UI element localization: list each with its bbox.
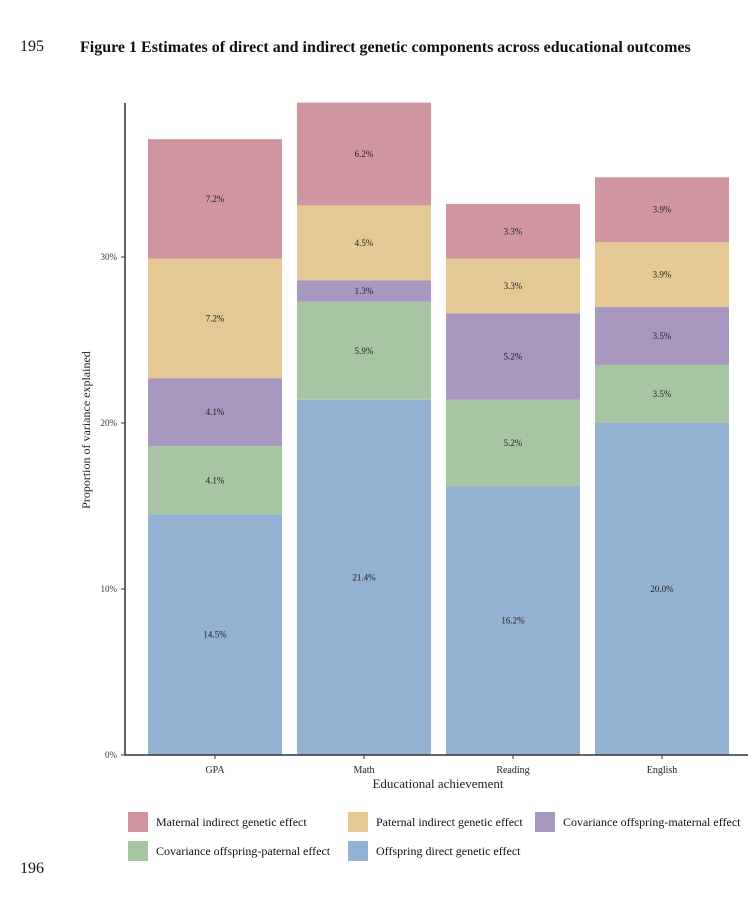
x-tick-label-math: Math [353, 765, 374, 776]
data-label-math-4: 6.2% [355, 149, 374, 159]
data-label-reading-1: 5.2% [504, 438, 523, 448]
data-label-reading-3: 3.3% [504, 281, 523, 291]
data-label-math-2: 1.3% [355, 286, 374, 296]
bar-segment-gpa-0 [148, 514, 282, 755]
legend-swatch-paternal [348, 812, 368, 832]
data-label-gpa-3: 7.2% [206, 313, 225, 323]
data-labels-layer: 14.5% 4.1% 4.1% 7.2% 7.2% 21.4% 5.9% 1.3% 4.5% 6.… [203, 149, 674, 640]
bar-segment-math-1 [297, 301, 431, 400]
legend-swatch-maternal [128, 812, 148, 832]
data-label-english-0: 20.0% [650, 584, 674, 594]
legend-swatch-cov-maternal [535, 812, 555, 832]
data-label-english-3: 3.9% [653, 269, 672, 279]
data-label-gpa-0: 14.5% [203, 630, 227, 640]
bar-segment-reading-1 [446, 399, 580, 487]
bar-segment-gpa-2 [148, 378, 282, 447]
legend-item-paternal: Paternal indirect genetic effect [348, 811, 535, 833]
bar-segment-math-3 [297, 205, 431, 281]
bar-segment-gpa-1 [148, 446, 282, 515]
y-axis-title: Proportion of variance explained [79, 351, 93, 509]
data-label-reading-4: 3.3% [504, 226, 523, 236]
bar-segment-english-0 [595, 423, 729, 755]
x-tick-label-reading: Reading [496, 765, 529, 776]
x-axis-title: Educational achievement [372, 776, 503, 791]
y-tick-label-0: 0% [105, 750, 118, 760]
legend-row-1: Maternal indirect genetic effect Paterna… [128, 811, 748, 833]
legend-label-cov-paternal: Covariance offspring-paternal effect [156, 843, 331, 858]
bar-segment-math-0 [297, 399, 431, 755]
data-label-gpa-1: 4.1% [206, 475, 225, 485]
legend-item-maternal: Maternal indirect genetic effect [128, 811, 348, 833]
legend: Maternal indirect genetic effect Paterna… [128, 811, 748, 869]
axes-layer: 0% 10% 20% 30% GPA Math Reading English Educatio… [79, 103, 748, 791]
x-tick-label-gpa: GPA [205, 765, 225, 776]
bar-segment-english-4 [595, 177, 729, 243]
data-label-reading-2: 5.2% [504, 352, 523, 362]
line-number-196: 196 [20, 860, 44, 877]
bars-layer [148, 102, 729, 755]
figure-title: Figure 1 Estimates of direct and indirec… [80, 39, 691, 56]
stacked-bar-chart: 14.5% 4.1% 4.1% 7.2% 7.2% 21.4% 5.9% 1.3% 4.5% 6.… [79, 102, 748, 791]
y-tick-label-30: 30% [101, 252, 118, 262]
data-label-gpa-4: 7.2% [206, 194, 225, 204]
bar-segment-gpa-3 [148, 258, 282, 379]
legend-swatch-cov-paternal [128, 841, 148, 861]
legend-swatch-direct [348, 841, 368, 861]
bar-segment-english-1 [595, 364, 729, 423]
legend-row-2: Covariance offspring-paternal effect Off… [128, 840, 748, 862]
legend-label-maternal: Maternal indirect genetic effect [156, 814, 307, 829]
bar-segment-english-3 [595, 242, 729, 307]
data-label-math-1: 5.9% [355, 346, 374, 356]
bar-segment-math-4 [297, 102, 431, 206]
bar-segment-reading-3 [446, 258, 580, 314]
data-label-reading-0: 16.2% [501, 616, 525, 626]
x-tick-label-english: English [647, 765, 678, 776]
data-label-english-2: 3.5% [653, 331, 672, 341]
bar-segment-gpa-4 [148, 139, 282, 259]
legend-label-cov-maternal: Covariance offspring-maternal effect [563, 814, 741, 829]
legend-item-cov-maternal: Covariance offspring-maternal effect [535, 811, 740, 833]
legend-label-paternal: Paternal indirect genetic effect [376, 814, 523, 829]
legend-label-direct: Offspring direct genetic effect [376, 843, 521, 858]
bar-segment-reading-0 [446, 486, 580, 755]
bar-segment-reading-2 [446, 313, 580, 400]
data-label-math-0: 21.4% [352, 572, 376, 582]
data-label-gpa-2: 4.1% [206, 407, 225, 417]
bar-segment-english-2 [595, 306, 729, 365]
bar-segment-math-2 [297, 280, 431, 302]
y-tick-label-20: 20% [101, 418, 118, 428]
line-number-195: 195 [20, 38, 44, 55]
data-label-english-4: 3.9% [653, 205, 672, 215]
legend-item-cov-paternal: Covariance offspring-paternal effect [128, 840, 348, 862]
legend-item-direct: Offspring direct genetic effect [348, 840, 521, 862]
data-label-math-3: 4.5% [355, 238, 374, 248]
bar-segment-reading-4 [446, 203, 580, 259]
data-label-english-1: 3.5% [653, 389, 672, 399]
y-tick-label-10: 10% [101, 584, 118, 594]
